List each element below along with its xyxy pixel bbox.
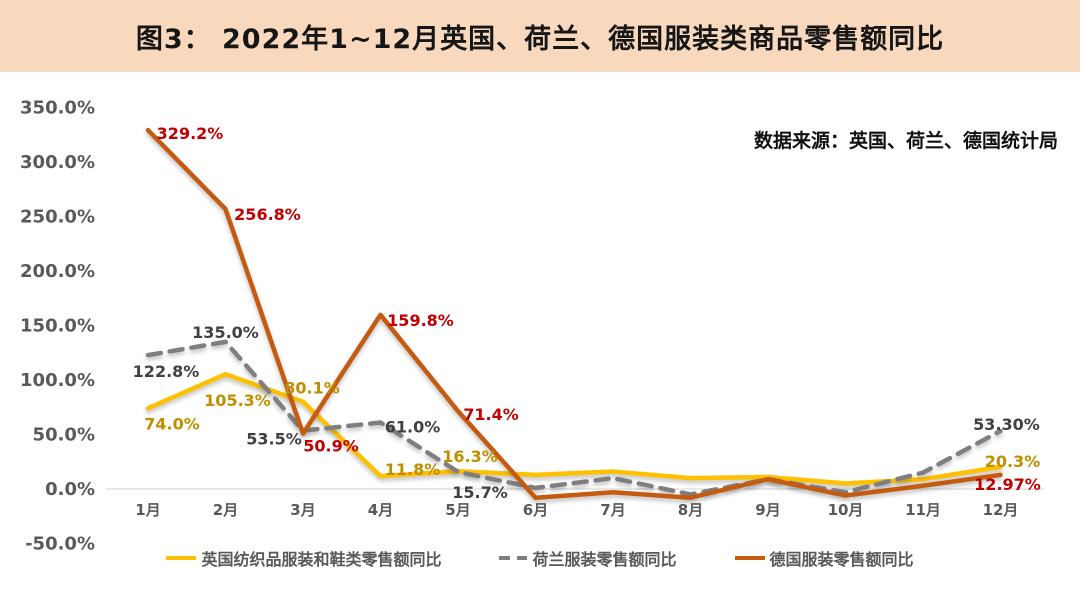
- x-axis-label: 3月: [290, 501, 315, 519]
- y-axis-tick: 50.0%: [33, 425, 95, 446]
- legend-item-de: 德国服装零售额同比: [734, 546, 914, 570]
- data-source-note: 数据来源：英国、荷兰、德国统计局: [753, 130, 1058, 152]
- y-axis-tick: 300.0%: [20, 152, 95, 173]
- legend-label-uk: 英国纺织品服装和鞋类零售额同比: [201, 550, 442, 569]
- data-label-de: 50.9%: [303, 437, 359, 456]
- data-label-nl: 53.30%: [973, 415, 1040, 434]
- y-axis-tick: -50.0%: [25, 534, 95, 555]
- data-label-uk: 20.3%: [985, 452, 1041, 471]
- x-axis-label: 9月: [755, 501, 780, 519]
- y-axis-tick: 150.0%: [20, 316, 95, 337]
- y-axis-tick: 350.0%: [20, 98, 95, 119]
- data-label-de: 12.97%: [974, 475, 1041, 494]
- x-axis-label: 5月: [445, 501, 470, 519]
- data-label-nl: 122.8%: [133, 362, 200, 381]
- legend-item-nl: 荷兰服装零售额同比: [499, 546, 677, 570]
- x-axis-label: 1月: [135, 501, 160, 519]
- chart-legend: 英国纺织品服装和鞋类零售额同比 荷兰服装零售额同比 德国服装零售额同比: [0, 546, 1080, 570]
- data-label-de: 256.8%: [234, 205, 301, 224]
- data-label-de: 71.4%: [463, 405, 519, 424]
- legend-swatch-uk-line-icon: [166, 556, 197, 560]
- x-axis-label: 6月: [523, 501, 548, 519]
- chart-title: 图3： 2022年1~12月英国、荷兰、德国服装类商品零售额同比: [135, 23, 945, 55]
- legend-swatch-de-line-icon: [734, 556, 765, 560]
- y-axis-tick: 250.0%: [20, 207, 95, 228]
- data-label-uk: 80.1%: [284, 379, 340, 398]
- legend-label-nl: 荷兰服装零售额同比: [532, 550, 677, 569]
- data-label-nl: 61.0%: [385, 418, 441, 437]
- x-axis-label: 7月: [600, 501, 625, 519]
- y-axis-tick: 200.0%: [20, 261, 95, 282]
- x-axis-label: 8月: [678, 501, 703, 519]
- data-label-de: 159.8%: [387, 311, 454, 330]
- x-axis-label: 10月: [828, 501, 864, 519]
- series-line-de: [145, 127, 1003, 500]
- chart-header-band: 图3： 2022年1~12月英国、荷兰、德国服装类商品零售额同比: [0, 0, 1080, 72]
- data-label-uk: 105.3%: [204, 391, 271, 410]
- legend-label-de: 德国服装零售额同比: [769, 550, 914, 569]
- series-line-nl: [145, 339, 1003, 497]
- x-axis-label: 11月: [905, 501, 941, 519]
- data-label-nl: 135.0%: [192, 323, 259, 342]
- y-axis-tick: 100.0%: [20, 370, 95, 391]
- data-label-nl: 15.7%: [452, 483, 508, 502]
- data-label-uk: 11.8%: [385, 460, 441, 479]
- x-axis-label: 2月: [213, 501, 238, 519]
- x-axis-label: 4月: [368, 501, 393, 519]
- data-label-uk: 74.0%: [144, 414, 200, 433]
- data-label-de: 329.2%: [157, 124, 224, 143]
- legend-swatch-nl-dashed-line-icon: [499, 556, 528, 560]
- legend-item-uk: 英国纺织品服装和鞋类零售额同比: [166, 546, 441, 570]
- data-label-uk: 16.3%: [442, 447, 498, 466]
- y-axis-tick: 0.0%: [45, 479, 95, 500]
- data-label-nl: 53.5%: [246, 430, 302, 449]
- x-axis-label: 12月: [983, 501, 1019, 519]
